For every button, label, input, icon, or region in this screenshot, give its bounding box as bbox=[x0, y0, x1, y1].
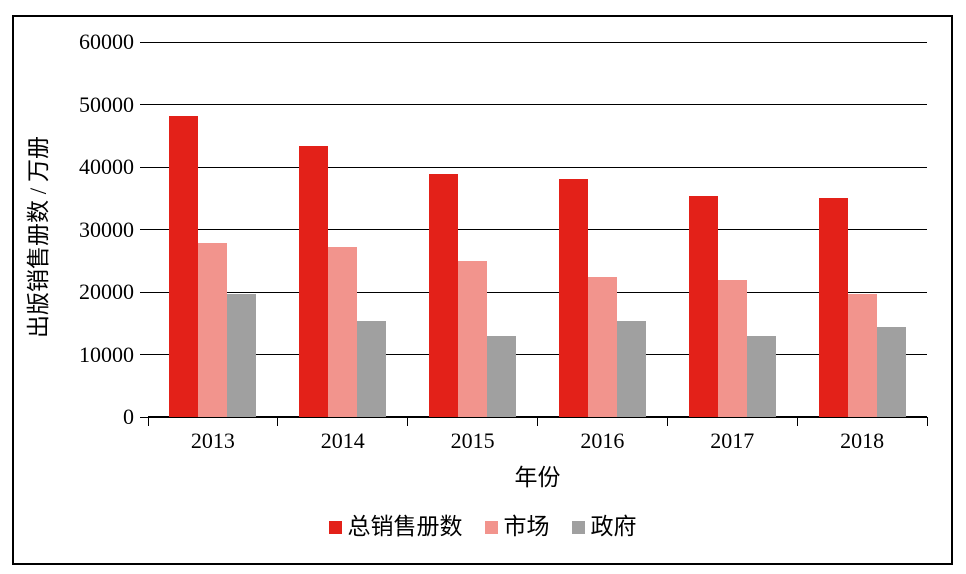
x-axis-tick bbox=[277, 417, 279, 426]
legend-label: 总销售册数 bbox=[347, 514, 463, 539]
gridline bbox=[148, 291, 927, 293]
bar-市场-2016 bbox=[587, 277, 617, 417]
x-axis-tick bbox=[666, 417, 668, 426]
gridline bbox=[148, 354, 927, 355]
y-axis-tick-label: 40000 bbox=[79, 154, 134, 179]
bar-政府-2013 bbox=[227, 293, 257, 417]
bar-市场-2013 bbox=[198, 242, 228, 417]
category-label-2018: 2018 bbox=[840, 428, 885, 453]
bar-总销售册数-2013 bbox=[169, 115, 199, 417]
category-label-2013: 2013 bbox=[190, 428, 235, 453]
legend-label: 市场 bbox=[503, 514, 550, 539]
legend-swatch bbox=[571, 520, 585, 534]
y-axis-title: 出版销售册数 / 万册 bbox=[26, 136, 51, 338]
bar-总销售册数-2014 bbox=[299, 145, 329, 417]
legend-label: 政府 bbox=[590, 514, 637, 539]
gridline bbox=[148, 229, 927, 230]
category-label-2014: 2014 bbox=[320, 428, 365, 453]
y-axis-tick bbox=[140, 41, 148, 43]
y-axis-tick-label: 10000 bbox=[79, 341, 134, 367]
legend-item-总销售册数: 总销售册数 bbox=[328, 514, 463, 540]
bar-市场-2015 bbox=[458, 260, 488, 417]
bar-政府-2014 bbox=[357, 321, 387, 417]
legend-item-政府: 政府 bbox=[571, 514, 637, 540]
y-axis-tick bbox=[140, 166, 148, 168]
bar-市场-2017 bbox=[717, 280, 747, 417]
legend-item-市场: 市场 bbox=[484, 514, 550, 540]
y-axis-tick bbox=[140, 416, 148, 418]
legend-swatch bbox=[328, 520, 342, 534]
bar-总销售册数-2018 bbox=[818, 197, 848, 417]
y-axis-tick-label: 0 bbox=[123, 404, 134, 429]
y-axis-tick bbox=[140, 354, 148, 355]
gridline bbox=[148, 104, 927, 105]
bar-政府-2018 bbox=[876, 327, 906, 417]
y-axis-tick-label: 50000 bbox=[79, 91, 134, 117]
y-axis-tick bbox=[140, 291, 148, 293]
category-label-2015: 2015 bbox=[450, 428, 495, 453]
bar-总销售册数-2016 bbox=[558, 178, 588, 417]
category-label-2016: 2016 bbox=[580, 428, 625, 453]
bar-总销售册数-2015 bbox=[429, 173, 459, 417]
y-axis-tick bbox=[140, 229, 148, 230]
bar-政府-2016 bbox=[616, 321, 646, 417]
bar-市场-2018 bbox=[847, 293, 877, 417]
x-axis-title: 年份 bbox=[514, 465, 561, 490]
y-axis-tick bbox=[140, 104, 148, 105]
x-axis-tick bbox=[926, 417, 928, 426]
bar-政府-2017 bbox=[746, 335, 776, 417]
bar-市场-2014 bbox=[328, 247, 358, 417]
x-axis-tick bbox=[537, 417, 538, 426]
legend: 总销售册数 市场 政府 bbox=[12, 514, 953, 540]
x-axis-tick bbox=[147, 417, 149, 426]
legend-swatch bbox=[484, 520, 498, 534]
x-axis-tick bbox=[796, 417, 798, 426]
plot-area bbox=[148, 41, 927, 418]
x-axis-tick bbox=[407, 417, 409, 426]
y-axis-tick-label: 30000 bbox=[79, 216, 134, 242]
y-axis-tick-label: 60000 bbox=[79, 29, 134, 54]
gridline bbox=[148, 166, 927, 168]
gridline bbox=[148, 41, 927, 43]
bar-政府-2015 bbox=[487, 335, 517, 417]
bar-总销售册数-2017 bbox=[688, 196, 718, 417]
category-label-2017: 2017 bbox=[710, 428, 755, 453]
y-axis-tick-label: 20000 bbox=[79, 279, 134, 304]
